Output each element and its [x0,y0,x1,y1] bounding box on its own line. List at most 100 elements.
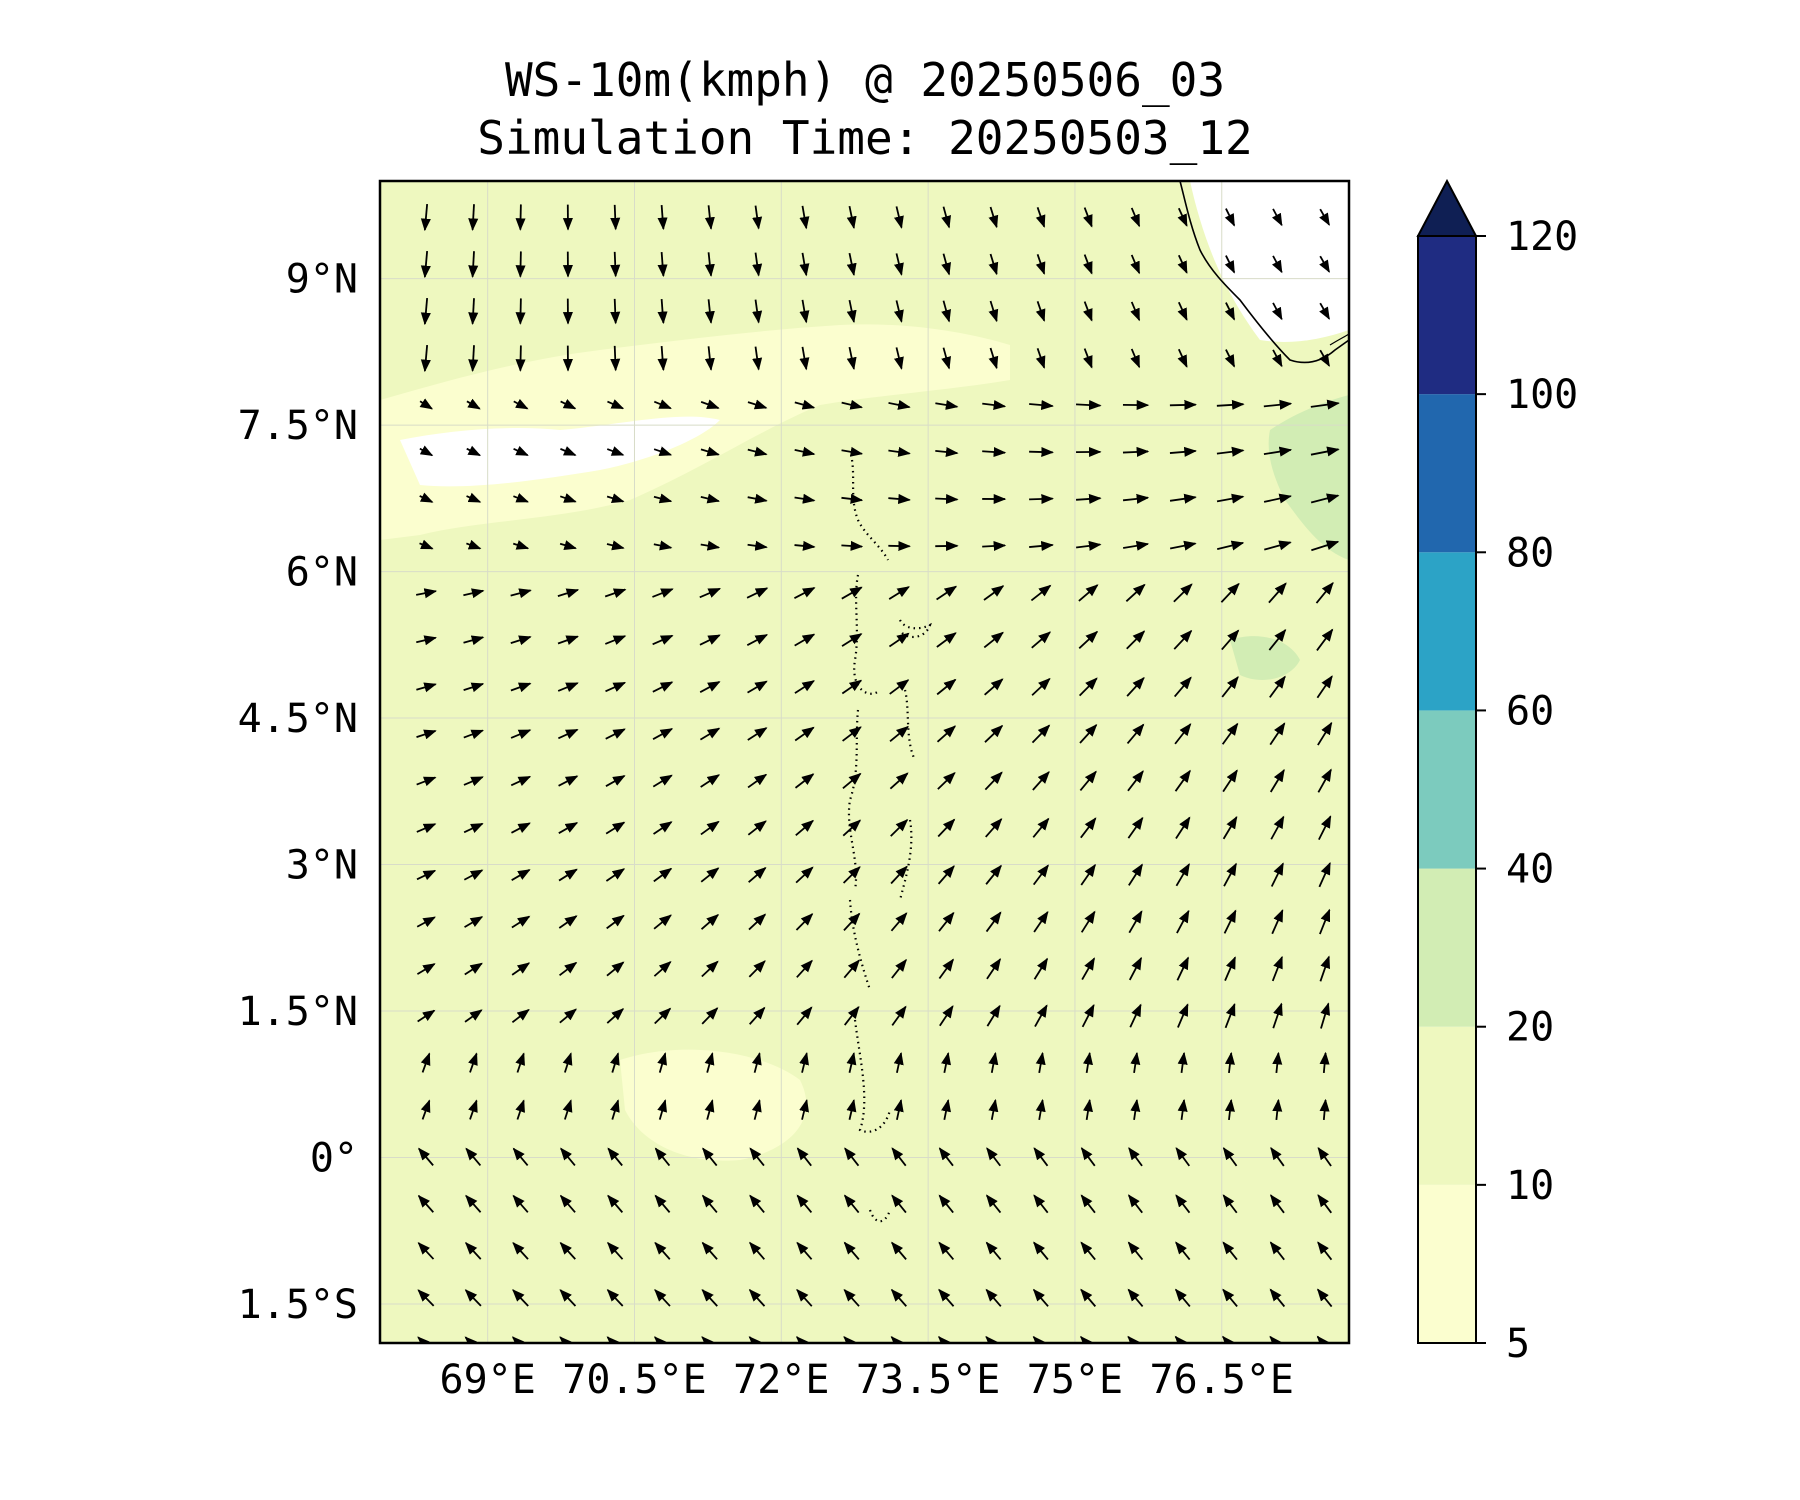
wind-arrow [609,1052,620,1073]
colorbar-tick-label: 100 [1506,372,1578,418]
wind-arrow [843,1336,856,1343]
wind-arrow [747,820,767,836]
wind-arrow [416,635,437,646]
wind-arrow [1031,724,1051,744]
latitude-tick-label: 1.5°S [238,1282,358,1328]
wind-arrow [515,1052,525,1073]
wind-arrow [559,1194,576,1213]
wind-arrow [606,540,625,551]
wind-arrow [988,253,999,276]
wind-arrow [1224,255,1236,274]
wind-arrow [609,1099,620,1120]
wind-arrow [1272,1051,1283,1074]
wind-arrow [1081,1004,1095,1028]
wind-arrow [1130,1098,1141,1121]
wind-arrow [416,729,437,740]
wind-arrow [653,540,673,551]
wind-arrow [510,635,532,646]
wind-arrow [984,771,1003,791]
wind-arrow [1083,254,1093,275]
wind-arrow [606,446,625,456]
wind-arrow [1169,493,1197,504]
wind-arrow [1029,493,1054,505]
wind-arrow [891,1147,907,1167]
wind-arrow [843,959,860,979]
wind-arrow [512,1241,529,1260]
wind-arrow [512,540,530,550]
wind-arrow [1270,1147,1285,1167]
wind-arrow [891,1005,907,1026]
colorbar-segment [1418,710,1476,869]
wind-arrow [1220,582,1240,603]
wind-arrow [1033,1194,1049,1214]
wind-arrow [510,775,532,787]
longitude-tick-label: 72°E [733,1357,829,1403]
wind-arrow [1080,863,1096,886]
wind-arrow [1079,770,1097,791]
wind-arrow [559,540,577,550]
wind-arrow [988,206,999,229]
wind-arrow [1271,909,1284,935]
colorbar-tick-label: 60 [1506,688,1554,734]
wind-arrow [888,446,911,457]
wind-arrow [1319,908,1331,935]
wind-arrow [468,1099,478,1120]
wind-arrow [463,869,484,881]
wind-arrow [890,1288,907,1307]
wind-arrow [654,1241,671,1260]
wind-arrow [1271,955,1283,982]
wind-arrow [941,1098,951,1120]
wind-arrow [559,961,578,977]
wind-arrow [941,206,951,229]
wind-arrow [1316,1335,1329,1343]
wind-arrow [700,446,720,457]
wind-arrow [794,726,815,742]
wind-arrow [1127,816,1144,839]
wind-arrow [1223,909,1237,934]
wind-arrow [752,346,763,371]
wind-arrow [1224,349,1236,368]
wind-arrow [1315,581,1334,604]
wind-arrow [701,960,719,978]
wind-arrow [559,1241,576,1260]
wind-arrow [841,399,863,410]
map-gridlines [380,181,1349,1343]
longitude-tick-label: 75°E [1027,1357,1123,1403]
wind-arrow [1130,301,1141,322]
wind-arrow [888,586,910,600]
wind-arrow [891,1194,907,1214]
wind-arrow [747,727,768,741]
wind-arrow [1035,301,1046,322]
wind-arrow [941,253,951,276]
wind-arrow [1175,816,1191,839]
wind-arrow [1078,677,1098,697]
wind-arrow [747,399,768,410]
wind-arrow [605,681,627,693]
wind-arrow [701,1194,718,1213]
wind-arrow [1033,1241,1049,1261]
wind-arrow [888,493,911,504]
wind-arrow [654,1007,672,1025]
wind-arrow [605,868,626,882]
wind-arrow [558,915,578,929]
wind-arrow [515,298,526,325]
wind-arrow [985,1288,1002,1307]
wind-arrow [562,1099,573,1120]
wind-arrow [1126,630,1146,650]
wind-arrow [843,1241,860,1260]
wind-arrow [1177,1098,1188,1121]
wind-arrow [795,819,814,836]
wind-arrow [701,1241,718,1260]
wind-arrow [1169,399,1197,410]
wind-arrow [1122,540,1150,551]
wind-arrow [515,204,526,231]
wind-arrow [1122,446,1150,457]
wind-arrow [846,1052,857,1073]
wind-arrow [704,299,715,324]
wind-arrow [652,728,674,740]
wind-arrow [1269,1335,1282,1343]
wind-arrow [986,958,1001,980]
wind-arrow [843,1194,860,1214]
wind-arrow [700,774,720,788]
wind-arrow [1223,862,1237,887]
